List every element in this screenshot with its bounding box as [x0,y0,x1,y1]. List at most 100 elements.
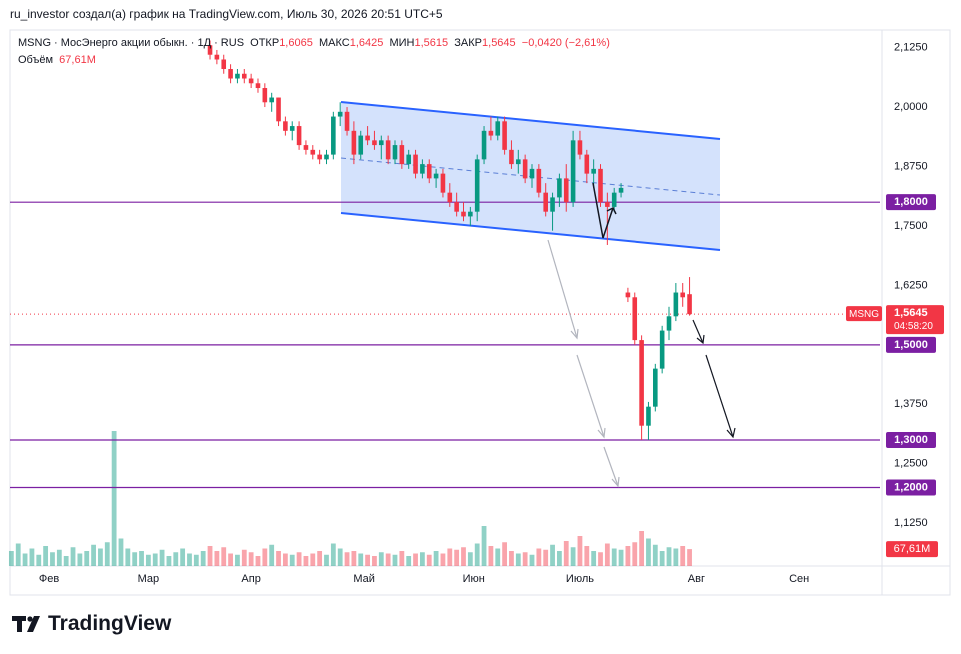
candle-body [331,116,336,155]
candle-body [666,316,672,331]
candle-body [440,173,446,193]
candle-body [673,292,679,317]
arrow-head [611,476,620,488]
candle-body [584,154,590,174]
volume-bar [70,547,76,566]
candle-body [392,145,398,160]
candle-body [262,88,268,103]
volume-bar [36,554,42,566]
candle-body [515,159,521,165]
arrow [592,182,614,239]
candle-body [625,292,631,298]
volume-bar [77,553,83,566]
candle-body [618,187,624,193]
volume-bar [91,544,96,566]
volume-bar [50,552,55,566]
volume-bar [570,547,576,566]
y-tick-label: 2,0000 [894,101,928,113]
y-tick-label: 1,3750 [894,398,928,410]
arrow [692,319,704,344]
header: ru_investor создал(а) график на TradingV… [10,7,443,21]
countdown: 04:58:20 [894,321,933,332]
volume-bar [56,549,62,566]
candle-body [214,54,220,60]
volume-bar [166,556,172,566]
candle-body [454,202,459,212]
candle-body [543,192,549,212]
volume-bar [241,549,247,566]
volume-bar [632,542,638,566]
y-tick-label: 1,6250 [894,279,928,291]
volume-bar [591,551,597,566]
volume-bar [611,548,617,566]
candle-body [385,140,391,160]
candle-body [413,154,418,174]
level-label: 1,5000 [894,339,928,351]
volume-bar [536,548,542,566]
volume-bar [577,536,583,566]
legend-row: Объём 67,61M [18,52,610,69]
volume-bar [276,551,281,566]
candle-body [605,202,610,207]
candle-body [474,159,480,212]
volume-bar [180,548,186,566]
candle-body [639,340,644,426]
candle-body [426,164,432,179]
volume-bar [454,549,460,566]
y-tick-label: 1,7500 [894,220,928,232]
x-tick-label: Мар [138,573,160,585]
volume-bar [8,551,14,566]
volume-bar [406,556,412,566]
candle-body [399,145,405,165]
candle-body [207,45,213,55]
candle-body [420,164,425,174]
volume-bar [604,543,610,566]
candle-body [344,111,350,131]
volume-bar [262,548,268,566]
ohlc-value: 1,5615 [414,37,449,49]
channel-bottom [340,212,721,251]
volume-bar [22,553,28,566]
volume-bar [659,551,665,566]
arrow-head [570,328,579,340]
candle-body [358,135,364,155]
volume-bar [187,553,192,566]
ohlc-label: МАКС [318,37,350,49]
volume-bar [139,551,144,566]
volume-bar [378,552,384,566]
volume-bar [193,554,199,566]
volume-bar [84,551,90,566]
candle-body [598,168,603,203]
candle-body [365,135,370,141]
volume-bar [515,553,521,566]
level-label: 1,2000 [894,481,928,493]
candle-body [687,294,692,315]
volume-bar [461,547,466,566]
volume-bar [385,553,391,566]
candle-body [646,406,651,426]
arrow-head [696,334,705,345]
volume-bar [303,556,309,566]
level-label-bg [886,336,936,353]
volume-bar [467,552,473,566]
volume-bar [639,531,645,566]
arrow-head [726,427,736,439]
volume-bar [509,551,514,566]
candle-body [351,130,357,155]
volume-bar [481,526,487,566]
candle-body [557,178,562,198]
arrow [576,354,605,438]
volume-bar [522,552,528,566]
volume-bar [145,554,151,566]
candles-layer [207,40,692,440]
volume-bar [269,544,275,566]
x-tick-label: Апр [241,573,260,585]
volume-bar [98,548,103,566]
volume-bar [43,546,49,566]
volume-bar [625,546,631,566]
volume-bar [104,542,110,566]
ohlc-label: ОТКР [250,37,280,49]
candle-body [372,140,377,146]
volume-bar [488,546,494,566]
ohlc-value: 1,6065 [279,37,313,49]
